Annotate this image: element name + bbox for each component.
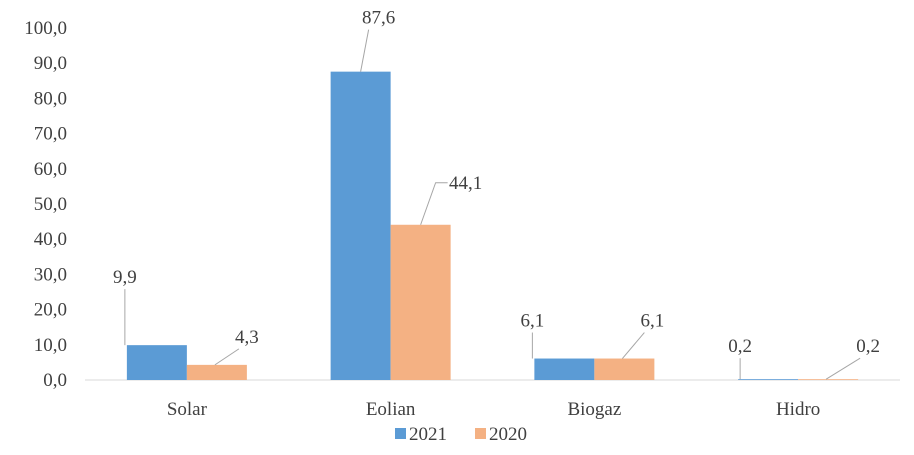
- bar-2021-solar: [126, 345, 187, 380]
- legend-label-2020: 2020: [489, 424, 527, 445]
- legend: 2021 2020: [395, 424, 527, 445]
- data-label-2021-hidro: 0,2: [728, 336, 752, 357]
- y-axis-ticks: 0,0 10,0 20,0 30,0 40,0 50,0 60,0 70,0 80,0 90,0 1…: [24, 18, 67, 391]
- x-category-label: Biogaz: [567, 399, 621, 420]
- y-tick-label: 100,0: [24, 18, 67, 39]
- y-tick-label: 0,0: [43, 370, 67, 391]
- data-label-leaders: [124, 29, 861, 380]
- data-label-2020-eolian: 44,1: [449, 173, 482, 194]
- leader-line: [825, 357, 861, 380]
- x-category-label: Solar: [167, 399, 208, 420]
- data-label-2021-solar: 9,9: [113, 267, 137, 288]
- x-axis-category-labels: Solar Eolian Biogaz Hidro: [167, 399, 820, 420]
- bar-2021-hidro: [738, 379, 799, 380]
- data-label-2021-biogaz: 6,1: [521, 311, 545, 332]
- leader-line: [420, 182, 448, 225]
- bar-2021-biogaz: [534, 358, 595, 380]
- bar-2020-eolian: [390, 224, 451, 380]
- data-label-2020-hidro: 0,2: [856, 336, 880, 357]
- legend-label-2021: 2021: [409, 424, 447, 445]
- bar-2020-biogaz: [594, 358, 655, 380]
- bars: [126, 71, 859, 380]
- y-tick-label: 90,0: [34, 53, 67, 74]
- x-category-label: Hidro: [776, 399, 820, 420]
- leader-line: [360, 29, 370, 72]
- data-label-2020-solar: 4,3: [235, 327, 259, 348]
- y-tick-label: 50,0: [34, 194, 67, 215]
- data-labels: 9,9 4,3 87,6 44,1 6,1 6,1 0,2 0,2: [113, 8, 880, 358]
- data-label-2021-eolian: 87,6: [362, 8, 395, 29]
- y-tick-label: 30,0: [34, 264, 67, 285]
- bar-2020-solar: [186, 364, 247, 380]
- y-tick-label: 70,0: [34, 124, 67, 145]
- data-label-2020-biogaz: 6,1: [641, 311, 665, 332]
- bar-2021-eolian: [330, 71, 391, 380]
- y-tick-label: 20,0: [34, 300, 67, 321]
- bar-2020-hidro: [798, 379, 859, 380]
- leader-line: [214, 348, 240, 366]
- leader-line: [621, 332, 645, 359]
- x-category-label: Eolian: [366, 399, 416, 420]
- y-tick-label: 40,0: [34, 229, 67, 250]
- y-tick-label: 10,0: [34, 335, 67, 356]
- y-tick-label: 80,0: [34, 88, 67, 109]
- legend-swatch-2021: [395, 428, 406, 439]
- legend-swatch-2020: [475, 428, 486, 439]
- y-tick-label: 60,0: [34, 159, 67, 180]
